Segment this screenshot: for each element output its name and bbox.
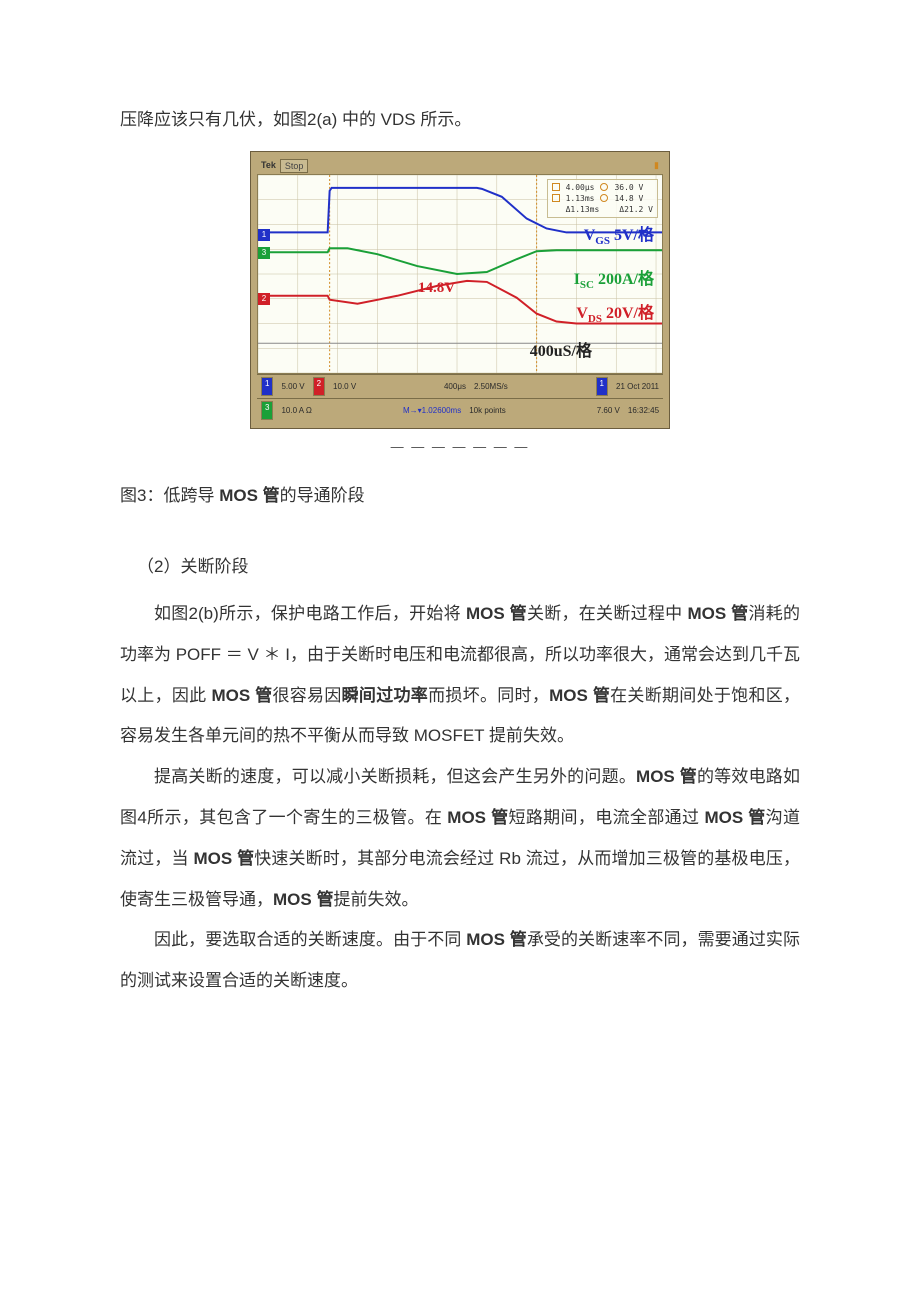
stop-button-label: Stop	[280, 159, 309, 173]
vgs-label: VGS 5V/格	[584, 217, 654, 255]
readout-r3b: Δ21.2 V	[619, 204, 653, 215]
date-label: 21 Oct 2011	[616, 377, 659, 396]
para-shutoff-3: 因此，要选取合适的关断速度。由于不同 MOS 管承受的关断速率不同，需要通过实际…	[120, 920, 800, 1002]
time-scale-label: 400uS/格	[530, 333, 592, 371]
intro-line: 压降应该只有几伏，如图2(a) 中的 VDS 所示。	[120, 100, 800, 141]
scope-plot: 132 4.00μs 36.0 V 1.13ms 14.8 V Δ1.	[257, 174, 663, 374]
timebase: 400μs	[444, 377, 466, 396]
scope-bottombar-2: 3 10.0 A Ω M→▾1.02600ms 10k points 7.60 …	[257, 398, 663, 422]
figure-3-scope: Tek Stop ▮ 1 3 2 4.00μs	[250, 151, 670, 463]
points-label: 10k points	[469, 401, 505, 420]
ch3-scale: 10.0 A Ω	[281, 401, 311, 420]
readout-r3a: Δ1.13ms	[566, 204, 600, 215]
ch1-chip: 1	[261, 377, 273, 396]
time-label: 16:32:45	[628, 401, 659, 420]
para-shutoff-1: 如图2(b)所示，保护电路工作后，开始将 MOS 管关断，在关断过程中 MOS …	[120, 594, 800, 757]
trig-level: 7.60 V	[597, 401, 620, 420]
scope-frame: Tek Stop ▮ 1 3 2 4.00μs	[250, 151, 670, 429]
channel-tag-3: 3	[258, 247, 270, 259]
ch1-scale: 5.00 V	[281, 377, 304, 396]
scope-readout: 4.00μs 36.0 V 1.13ms 14.8 V Δ1.13ms Δ21.…	[547, 179, 658, 218]
readout-r1b: 36.0 V	[614, 182, 643, 193]
readout-r2b: 14.8 V	[614, 193, 643, 204]
isc-label: ISC 200A/格	[574, 261, 654, 299]
cropped-hidden-caption: — — — — — — —	[250, 431, 670, 462]
scope-topbar: Tek Stop ▮	[257, 158, 663, 174]
ch2-scale: 10.0 V	[333, 377, 356, 396]
readout-r2a: 1.13ms	[566, 193, 595, 204]
section-2-heading: （2）关断阶段	[120, 547, 800, 588]
sample-rate: 2.50MS/s	[474, 377, 508, 396]
readout-r1a: 4.00μs	[566, 182, 595, 193]
scope-bottombar: 1 5.00 V 2 10.0 V 400μs 2.50MS/s 1 21 Oc…	[257, 374, 663, 398]
trig-pos: M→▾1.02600ms	[403, 401, 461, 420]
ch2-chip: 2	[313, 377, 325, 396]
para-shutoff-2: 提高关断的速度，可以减小关断损耗，但这会产生另外的问题。MOS 管的等效电路如图…	[120, 757, 800, 920]
vds-peak-label: 14.8V	[418, 270, 455, 306]
vds-label: VDS 20V/格	[576, 295, 654, 333]
channel-tag-1: 1	[258, 229, 270, 241]
channel-tag-2: 2	[258, 293, 270, 305]
ch3-chip: 3	[261, 401, 273, 420]
trig-chip: 1	[596, 377, 608, 396]
figure-3-caption: 图3：低跨导 MOS 管的导通阶段	[120, 476, 800, 517]
